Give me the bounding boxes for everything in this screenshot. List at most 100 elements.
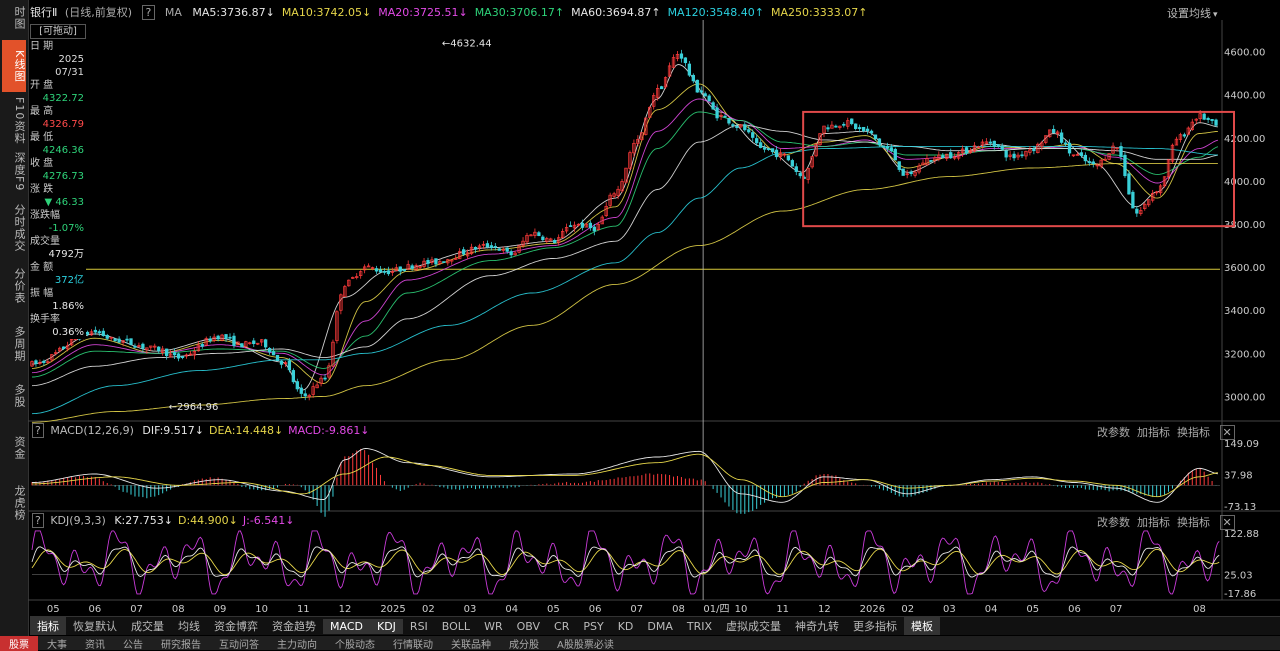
chart-mode[interactable]: (日线,前复权): [64, 6, 133, 19]
tab-9[interactable]: BOLL: [441, 620, 471, 633]
kdj-add-indicator-button[interactable]: 加指标: [1137, 516, 1170, 529]
nav-item-9[interactable]: 龙虎榜: [13, 485, 26, 521]
candle-body: [446, 259, 450, 264]
nav-item-1[interactable]: K线图: [2, 40, 26, 92]
candle-body: [596, 224, 600, 231]
x-tick-5: 10: [255, 604, 268, 615]
kdj-y-tick-0: 122.88: [1224, 529, 1259, 540]
ma-settings-button[interactable]: 设置均线 ▾: [1167, 5, 1218, 21]
candle-body: [541, 236, 545, 241]
status-tab-10[interactable]: 成分股: [509, 640, 539, 651]
status-tab-1[interactable]: 大事: [47, 640, 67, 651]
ma-label[interactable]: MA: [164, 6, 182, 19]
macd-switch-indicator-button[interactable]: 换指标: [1177, 426, 1210, 439]
tab-4[interactable]: 资金博弈: [214, 620, 258, 633]
nav-item-6[interactable]: 多周期: [13, 326, 26, 362]
candle-body: [121, 340, 125, 343]
status-tab-7[interactable]: 个股动态: [335, 640, 375, 651]
tab-5[interactable]: 资金趋势: [272, 620, 316, 633]
tab-15[interactable]: DMA: [647, 620, 673, 633]
nav-item-3[interactable]: 深度F9: [13, 152, 26, 192]
x-tick-16: 01/四: [703, 604, 729, 615]
tab-11[interactable]: OBV: [516, 620, 541, 633]
status-tab-2[interactable]: 资讯: [85, 640, 105, 651]
tab-7[interactable]: KDJ: [369, 619, 403, 634]
info-value-0: 2025: [58, 54, 84, 65]
candle-body: [263, 339, 268, 348]
status-tab-4[interactable]: 研究报告: [161, 640, 201, 651]
info-panel[interactable]: [可拖动] 日 期 2025 07/31 开 盘 4322.72 最 高 4326.79 最 …: [30, 24, 86, 339]
macd-legend: ? MACD(12,26,9) DIF:9.517↓ DEA:14.448↓ MAC…: [32, 423, 370, 438]
tab-19[interactable]: 更多指标: [853, 620, 898, 633]
nav-item-4[interactable]: 分时成交: [13, 204, 26, 252]
tab-18[interactable]: 神奇九转: [795, 620, 840, 633]
status-tab-0[interactable]: 股票: [0, 636, 38, 651]
x-tick-12: 05: [547, 604, 560, 615]
candle-body: [204, 338, 208, 346]
tab-2[interactable]: 成交量: [131, 620, 164, 633]
x-tick-17: 10: [735, 604, 748, 615]
tab-12[interactable]: CR: [554, 620, 570, 633]
candle-body: [663, 77, 668, 88]
nav-item-8[interactable]: 资金: [13, 436, 26, 460]
status-tab-3[interactable]: 公告: [123, 640, 143, 651]
nav-item-7[interactable]: 多股: [13, 384, 26, 408]
status-tab-5[interactable]: 互动问答: [219, 640, 259, 651]
status-tab-8[interactable]: 行情联动: [393, 640, 433, 651]
kdj-y-tick-1: 25.03: [1224, 571, 1253, 582]
candle-body: [818, 133, 822, 146]
chart-canvas[interactable]: 4600.00 4400.00 4200.00 4000.00 3800.00 3600.…: [28, 0, 1280, 616]
candle-body: [945, 153, 949, 159]
candle-body: [382, 271, 387, 273]
candle-body: [406, 264, 410, 270]
candle-body: [921, 162, 925, 166]
candle-body: [465, 252, 470, 257]
close-icon[interactable]: ✕: [1219, 425, 1235, 440]
candle-body: [450, 259, 454, 262]
drag-label[interactable]: [可拖动]: [30, 24, 86, 39]
candle-body: [275, 354, 280, 362]
macd-change-params-button[interactable]: 改参数: [1097, 426, 1130, 439]
kdj-change-params-button[interactable]: 改参数: [1097, 516, 1130, 529]
tab-13[interactable]: PSY: [583, 620, 604, 633]
tab-17[interactable]: 虚拟成交量: [726, 620, 782, 633]
status-tab-11[interactable]: A股股票必读: [557, 640, 614, 651]
candle-body: [133, 345, 137, 348]
macd-help-icon[interactable]: ?: [32, 423, 44, 438]
nav-item-0[interactable]: 时图: [13, 6, 26, 30]
candle-body: [790, 160, 794, 167]
status-tab-6[interactable]: 主力动向: [277, 640, 317, 651]
tab-6[interactable]: MACD: [323, 619, 370, 634]
candle-body: [1210, 119, 1214, 121]
candle-body: [996, 144, 1000, 147]
info-label-6: 涨 跌: [30, 184, 54, 195]
candle-body: [1162, 176, 1167, 187]
candle-body: [905, 173, 909, 176]
tab-20[interactable]: 模板: [904, 617, 941, 635]
kdj-switch-indicator-button[interactable]: 换指标: [1177, 516, 1210, 529]
candle-body: [873, 134, 878, 140]
kdj-help-icon[interactable]: ?: [32, 513, 44, 528]
status-tab-9[interactable]: 关联品种: [451, 640, 491, 651]
tab-1[interactable]: 恢复默认: [73, 620, 117, 633]
kdj-line-k: [31, 546, 1220, 578]
ma-legend-item-6: MA250:3333.07↑: [770, 6, 868, 19]
macd-add-indicator-button[interactable]: 加指标: [1137, 426, 1170, 439]
nav-item-5[interactable]: 分价表: [13, 268, 26, 304]
candle-body: [1079, 152, 1084, 156]
candle-body: [553, 240, 557, 244]
tab-8[interactable]: RSI: [409, 620, 428, 633]
help-icon[interactable]: ?: [141, 5, 156, 20]
info-value-10: 1.86%: [52, 301, 84, 312]
tab-3[interactable]: 均线: [178, 620, 200, 633]
candle-body: [533, 231, 537, 236]
close-icon[interactable]: ✕: [1219, 515, 1235, 530]
candle-body: [568, 225, 573, 227]
candle-body: [869, 130, 874, 134]
tab-0[interactable]: 指标: [30, 617, 66, 635]
tab-14[interactable]: KD: [617, 620, 634, 633]
tab-10[interactable]: WR: [484, 620, 503, 633]
price-y-tick-4: 3800.00: [1224, 220, 1265, 231]
nav-item-2[interactable]: F10资料: [13, 97, 26, 145]
tab-16[interactable]: TRIX: [686, 620, 713, 633]
